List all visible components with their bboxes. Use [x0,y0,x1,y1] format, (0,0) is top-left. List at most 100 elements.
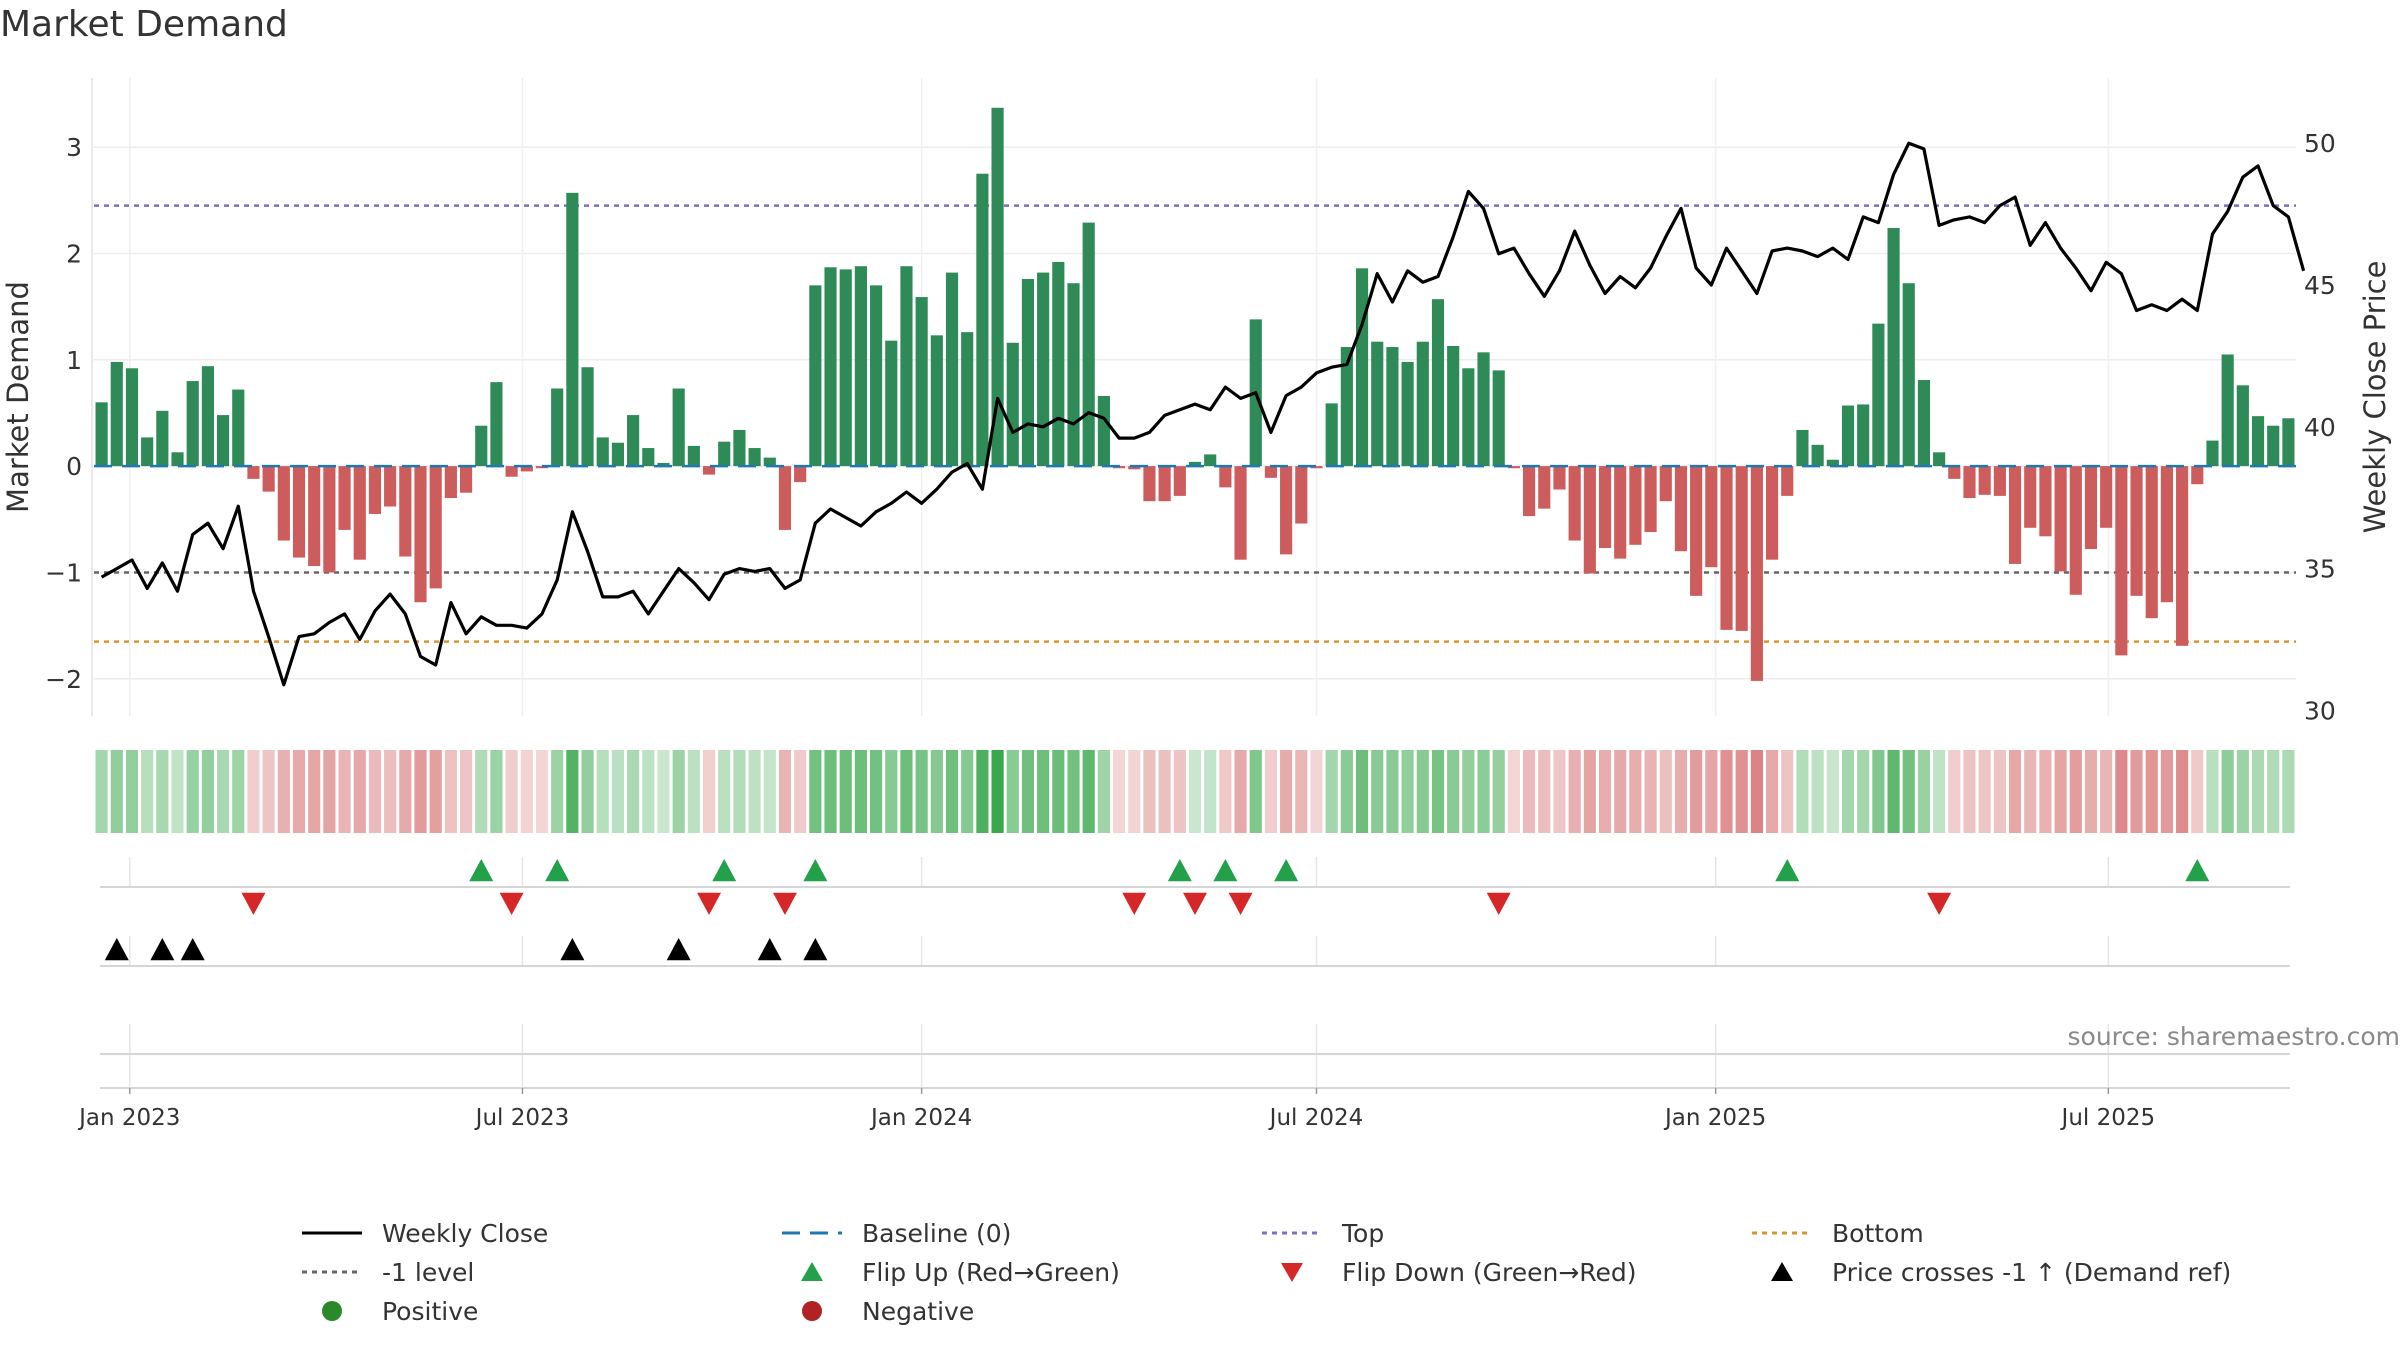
legend-item: Positive [300,1293,478,1329]
x-tick-label: Jan 2023 [77,1105,180,1131]
x-tick-label: Jul 2024 [1268,1105,1364,1131]
heat-strip-cell [1097,750,1110,833]
flip-up-marker [2185,859,2210,882]
demand-bar-positive [1811,444,1824,467]
legend-item: -1 level [300,1254,474,1290]
heat-strip-cell [1659,750,1672,833]
legend-swatch-icon [1771,1262,1793,1281]
heat-strip-cell [1447,750,1460,833]
heat-strip-cell [338,750,351,833]
heat-strip-cell [2008,750,2022,833]
heat-strip-cell [1872,750,1885,833]
heat-strip-cell [1492,750,1505,833]
legend-swatch-icon [1281,1263,1303,1282]
heat-strip-cell [1993,750,2006,833]
legend-label: Weekly Close [382,1218,549,1248]
source-credit: source: sharemaestro.com [2067,1022,2400,1051]
x-tick-label: Jan 2024 [869,1105,972,1131]
demand-bar-positive [885,340,898,467]
demand-bar-positive [1431,299,1445,467]
legend-item: Flip Up (Red→Green) [780,1254,1120,1290]
demand-bar-negative [1598,466,1612,548]
demand-bar-positive [1188,461,1202,467]
demand-bar-negative [1128,466,1141,470]
legend-swatch-icon [1752,1231,1812,1235]
demand-bar-positive [1462,368,1475,467]
heat-strip-cell [1340,750,1353,833]
y-tick-label: −1 [45,558,82,587]
heat-strip-cell [1583,750,1596,833]
demand-bar-negative [2160,466,2173,603]
demand-bar-positive [1933,452,1946,467]
legend-swatch-icon [302,1231,362,1235]
demand-bar-negative [323,466,336,573]
heat-strip-cell [1674,750,1688,833]
y2-tick-label: 45 [2304,271,2336,300]
heat-strip-cell [1917,750,1931,833]
heat-strip-cell [475,750,488,833]
heat-strip-cell [1067,750,1080,833]
weekly-close-line [100,141,2306,687]
demand-bar-negative [459,466,473,493]
heat-strip-cell [718,750,731,833]
heat-strip-cell [141,750,154,833]
demand-bar-positive [1371,341,1384,467]
y-tick-label: 2 [66,239,82,268]
y-tick-label: −2 [45,665,82,694]
demand-bar-negative [778,466,792,530]
demand-bar-negative [1538,466,1551,509]
demand-bar-negative [277,466,290,541]
demand-bar-positive [232,389,245,467]
demand-bar-negative [535,466,549,469]
demand-bar-negative [2191,466,2204,485]
heat-strip-cell [1766,750,1779,833]
heat-strip-cell [839,750,852,833]
heat-strip-cell [1568,750,1581,833]
legend-swatch-icon [782,1231,842,1235]
demand-bar-negative [1781,466,1794,496]
demand-bar-negative [1993,466,2006,496]
heat-strip-cell [596,750,609,833]
flip-down-marker [1486,892,1511,915]
heat-strip-cell [247,750,260,833]
demand-bar-negative [1295,466,1308,524]
heat-strip-cell [2206,750,2219,833]
demand-bar-positive [581,367,594,467]
demand-bar-positive [1872,323,1885,467]
x-tick-label: Jan 2025 [1663,1105,1766,1131]
demand-bar-positive [961,332,974,467]
demand-bar-positive [870,285,883,467]
demand-bar-positive [854,266,867,467]
heat-strip-cell [642,750,655,833]
heat-strip-cell [95,750,108,833]
heat-strip-cell [733,750,746,833]
heat-strip-cell [1598,750,1612,833]
heat-strip-cell [2024,750,2037,833]
heat-strip-cell [444,750,457,833]
legend-swatch-icon [802,1301,822,1321]
x-tick-label: Jul 2023 [474,1105,570,1131]
demand-bar-positive [930,335,943,467]
demand-bar-negative [1310,466,1323,469]
demand-bar-negative [1568,466,1581,541]
heat-strip-cell [1401,750,1414,833]
demand-bar-negative [429,466,442,589]
legend-label: Flip Down (Green→Red) [1342,1257,1637,1287]
heat-strip-cell [657,750,670,833]
demand-bar-negative [1963,466,1976,499]
heat-strip-cell [125,750,139,833]
demand-bar-positive [1492,370,1505,467]
heat-strip-cell [520,750,533,833]
heat-strip-cell [1204,750,1217,833]
demand-bar-negative [1614,466,1627,559]
x-tick-label: Jul 2025 [2060,1105,2156,1131]
heat-strip-cell [505,750,518,833]
demand-bar-positive [976,173,989,467]
heat-strip-cell [627,750,640,833]
demand-bar-negative [1553,466,1566,490]
flip-up-marker [803,859,828,882]
heat-strip-cell [687,750,700,833]
heat-strip-cell [414,750,427,833]
demand-bar-negative [2069,466,2082,595]
heat-strip-cell [2100,750,2113,833]
